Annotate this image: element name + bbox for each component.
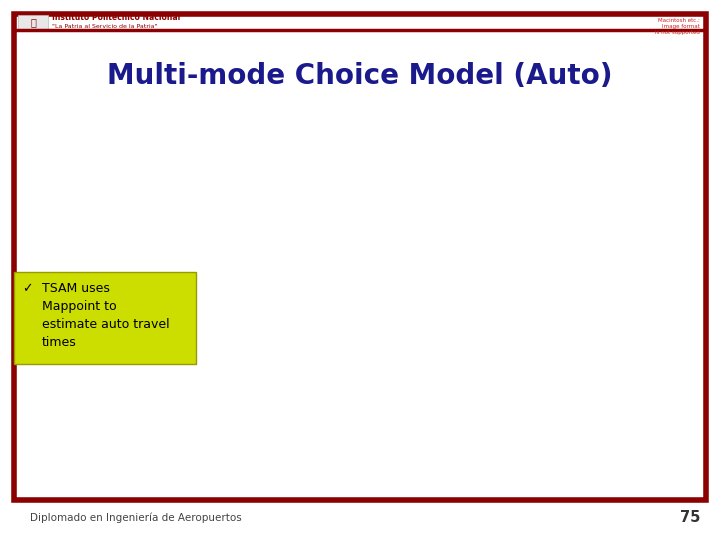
Text: 75: 75 <box>680 510 700 525</box>
Text: Macintosh etc.:
Image format
is not supported: Macintosh etc.: Image format is not supp… <box>655 18 700 35</box>
Text: Diplomado en Ingeniería de Aeropuertos: Diplomado en Ingeniería de Aeropuertos <box>30 513 242 523</box>
Text: Instituto Politécnico Nacional: Instituto Politécnico Nacional <box>52 14 180 23</box>
Bar <box>14 272 196 364</box>
Text: TSAM uses
Mappoint to
estimate auto travel
times: TSAM uses Mappoint to estimate auto trav… <box>42 282 170 349</box>
Text: Multi-mode Choice Model (Auto): Multi-mode Choice Model (Auto) <box>107 62 613 90</box>
Text: ✓: ✓ <box>22 282 32 295</box>
Bar <box>18 15 48 29</box>
Text: "La Patria al Servicio de la Patria": "La Patria al Servicio de la Patria" <box>52 24 158 29</box>
Text: 🦅: 🦅 <box>30 17 36 27</box>
